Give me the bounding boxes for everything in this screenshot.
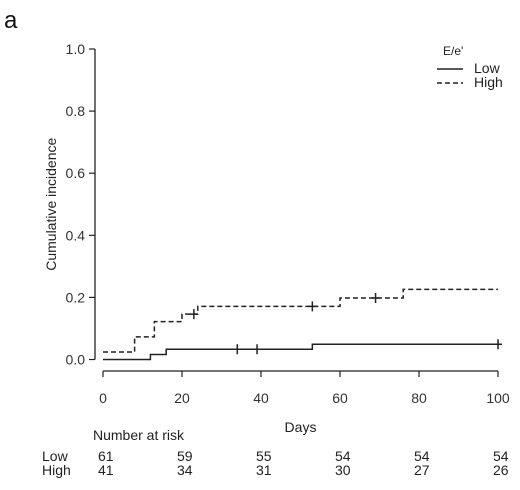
censor-mark-low: [494, 339, 502, 350]
x-tick-label: 40: [253, 390, 269, 406]
legend-label-high: High: [474, 74, 503, 90]
risk-row-label: High: [42, 462, 71, 478]
risk-count: 54: [414, 448, 430, 464]
y-tick-label: 0.2: [66, 289, 86, 305]
legend-title: E/e': [443, 44, 463, 58]
x-tick-label: 0: [99, 390, 107, 406]
series-line-low: [103, 343, 498, 361]
y-axis-title: Cumulative incidence: [43, 138, 59, 271]
legend-label-low: Low: [474, 60, 501, 76]
risk-count: 54: [493, 448, 509, 464]
x-ticks: 0 20 40 60 80 100: [99, 371, 510, 406]
x-tick-label: 100: [486, 390, 510, 406]
x-axis-title: Days: [285, 419, 317, 435]
censor-mark-high: [189, 309, 198, 320]
risk-row-label: Low: [42, 448, 69, 464]
censor-mark-high: [371, 293, 380, 304]
x-tick-label: 20: [174, 390, 190, 406]
panel-label: a: [4, 7, 18, 34]
censor-mark-low: [253, 344, 262, 355]
risk-table-rows: Low 61 59 55 54 54 54 High 41 34 31 30 27 26: [42, 448, 509, 478]
risk-count: 54: [335, 448, 351, 464]
risk-count: 34: [177, 462, 193, 478]
y-tick-label: 0.8: [66, 103, 86, 119]
risk-count: 30: [335, 462, 351, 478]
risk-count: 41: [98, 462, 114, 478]
axes: 0.0 0.2 0.4 0.6 0.8 1.0 0 20 40 60 80 100: [66, 41, 510, 406]
risk-count: 26: [493, 462, 509, 478]
series-layer: [103, 288, 502, 361]
censor-mark-high: [308, 301, 317, 312]
x-tick-label: 80: [411, 390, 427, 406]
risk-count: 55: [256, 448, 272, 464]
risk-count: 31: [256, 462, 272, 478]
risk-count: 27: [414, 462, 430, 478]
series-line-high: [103, 288, 498, 353]
risk-count: 59: [177, 448, 193, 464]
x-tick-label: 60: [332, 390, 348, 406]
risk-table-title: Number at risk: [93, 427, 185, 443]
risk-count: 61: [98, 448, 114, 464]
censor-mark-low: [233, 344, 242, 355]
y-tick-label: 0.0: [66, 352, 86, 368]
y-ticks: 0.0 0.2 0.4 0.6 0.8 1.0: [66, 41, 95, 368]
risk-table: Number at risk Low 61 59 55 54 54 54 High 41 34 31…: [42, 427, 509, 478]
y-tick-label: 0.6: [66, 165, 86, 181]
y-tick-label: 0.4: [66, 227, 86, 243]
y-tick-label: 1.0: [66, 41, 86, 57]
